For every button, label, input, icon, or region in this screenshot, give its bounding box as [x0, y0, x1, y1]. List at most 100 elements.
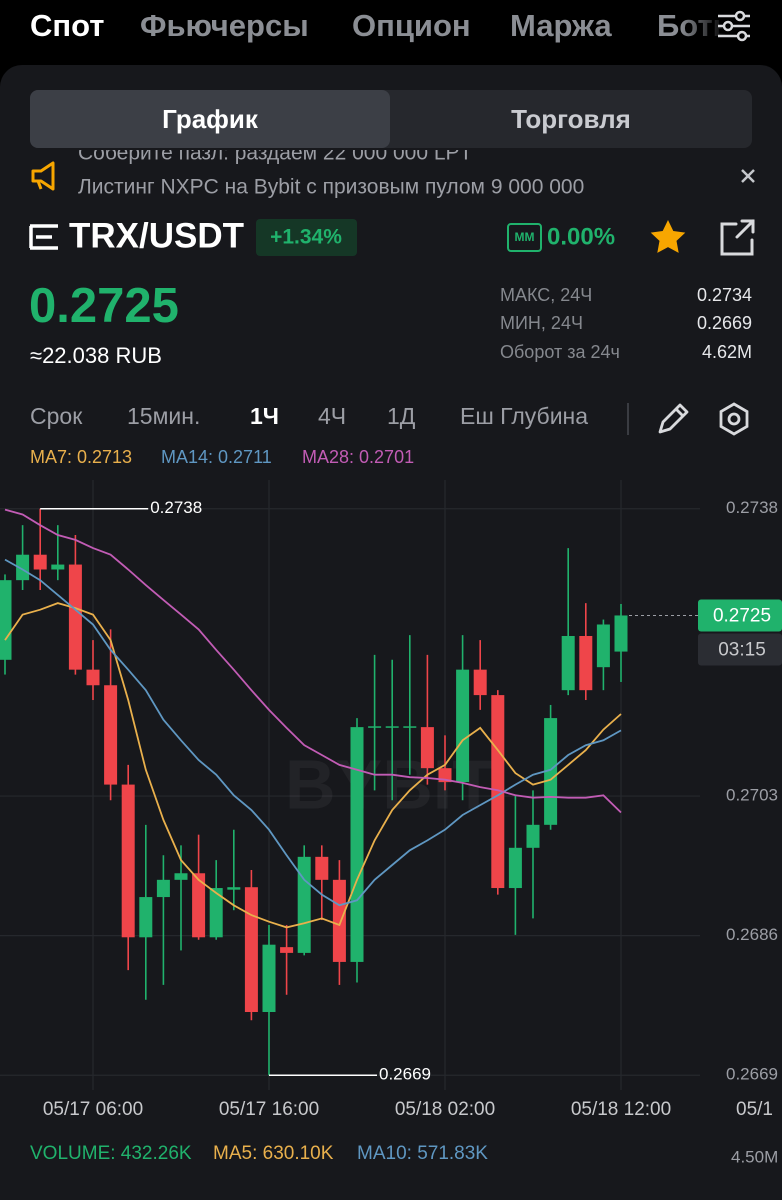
volume-legend: VOLUME: 432.26K: [30, 1143, 192, 1164]
candle-body: [561, 635, 575, 691]
stat-label: МАКС, 24Ч: [500, 285, 592, 305]
timeframe[interactable]: 15мин.: [127, 403, 200, 429]
candle-body: [420, 727, 434, 769]
candle-body: [280, 947, 294, 953]
candle-body: [403, 726, 417, 728]
segment[interactable]: График: [162, 104, 259, 134]
timeframe[interactable]: 1Д: [387, 403, 416, 429]
tab[interactable]: Спот: [30, 8, 104, 43]
favorite-star[interactable]: [650, 220, 686, 253]
candle-body: [209, 888, 223, 938]
last-price: 0.2725: [29, 279, 179, 333]
candle-body: [156, 879, 170, 898]
legend-value: 0.2713: [77, 447, 132, 467]
stat-value: 0.2734: [697, 285, 752, 305]
candle-body: [104, 685, 118, 785]
filter-button[interactable]: [718, 10, 750, 42]
tab[interactable]: Опцион: [352, 8, 471, 43]
volume-legend: MA5: 630.10K: [213, 1143, 334, 1164]
stat-value: 4.62M: [702, 342, 752, 362]
stat-label: МИН, 24Ч: [500, 313, 583, 333]
last-price-box: [698, 599, 782, 632]
x-tick-label: 05/18 12:00: [571, 1099, 671, 1120]
countdown: 03:15: [718, 639, 766, 660]
candle-body: [456, 669, 470, 783]
x-tick-label: 05/17 16:00: [219, 1099, 319, 1120]
mm-value: 0.00%: [547, 223, 615, 250]
candle-body: [51, 564, 65, 570]
candle-body: [368, 726, 382, 728]
candle-body: [385, 726, 399, 728]
legend-value: 0.2701: [359, 447, 414, 467]
candle-body: [244, 887, 258, 1013]
y-tick-label: 0.2686: [726, 925, 778, 944]
candle-body: [526, 824, 540, 848]
y-tick-label: 0.2669: [726, 1065, 778, 1084]
candle-body: [508, 847, 522, 889]
last-price-label: 0.2725: [713, 605, 771, 626]
y-tick-label: 0.2703: [726, 786, 778, 805]
candle-body: [227, 887, 241, 890]
legend-name: MA14:: [161, 447, 213, 467]
ma-line: [4, 602, 622, 929]
change: +1.34%: [270, 226, 342, 249]
candle-body: [68, 564, 82, 670]
pair[interactable]: TRX/USDT: [69, 216, 244, 255]
timeframe[interactable]: Срок: [30, 403, 83, 429]
candle-body: [473, 669, 487, 696]
segment-selected: [30, 90, 390, 148]
candle-body: [579, 635, 593, 691]
volume-axis-label: 4.50M: [731, 1147, 778, 1166]
tab[interactable]: Фьючерсы: [140, 8, 309, 43]
timeframe[interactable]: 4Ч: [318, 403, 346, 429]
volume-legend: MA10: 571.83K: [357, 1143, 488, 1164]
price-rub: ≈22.038 RUB: [30, 343, 162, 368]
timeframe[interactable]: Еш Глубина: [460, 403, 588, 429]
candle-body: [262, 944, 276, 1013]
x-tick-label: 05/1: [736, 1099, 773, 1120]
extreme-label: 0.2669: [379, 1065, 431, 1084]
candle-body: [86, 669, 100, 686]
draw-tool[interactable]: [658, 403, 689, 434]
candle-body: [332, 879, 346, 962]
segment[interactable]: Торговля: [511, 104, 631, 134]
legend-name: MA28:: [302, 447, 354, 467]
candle-body: [174, 873, 188, 880]
banner-close[interactable]: [741, 169, 755, 183]
tab[interactable]: Маржа: [510, 8, 612, 43]
change-badge: [256, 219, 357, 256]
share-icon[interactable]: [720, 219, 755, 256]
banner-text[interactable]: Листинг NXPC на Bybit с призовым пулом 9…: [78, 176, 584, 199]
candle-body: [614, 615, 628, 652]
pair-icon: [29, 224, 58, 250]
candle-body: [139, 897, 153, 938]
x-tick-label: 05/18 02:00: [395, 1099, 495, 1120]
stat-value: 0.2669: [697, 313, 752, 333]
legend-name: MA7:: [30, 447, 72, 467]
candle-body: [121, 784, 135, 938]
extreme-label: 0.2738: [150, 498, 202, 517]
timeframe-selected[interactable]: 1Ч: [250, 403, 279, 429]
chart-settings[interactable]: [719, 402, 749, 436]
megaphone-icon: [31, 161, 55, 191]
candle-body: [192, 873, 206, 938]
countdown-box: [698, 633, 782, 666]
candle-body: [33, 554, 47, 570]
candle-body: [491, 695, 505, 889]
stat-label: Оборот за 24ч: [500, 342, 620, 362]
candle-body: [544, 718, 558, 825]
ma-line: [4, 558, 622, 907]
x-tick-label: 05/17 06:00: [43, 1099, 143, 1120]
legend-value: 0.2711: [218, 447, 272, 467]
candle-body: [297, 856, 311, 953]
y-tick-label: 0.2738: [726, 498, 778, 517]
mm-icon: [507, 223, 542, 252]
candle-body: [0, 580, 12, 660]
banner-text[interactable]: Соберите пазл: раздаем 22 000 000 LPT: [78, 142, 473, 165]
plot-area: [0, 508, 628, 1076]
candle-body: [315, 856, 329, 880]
candle-body: [596, 624, 610, 668]
ma-line: [4, 508, 622, 814]
